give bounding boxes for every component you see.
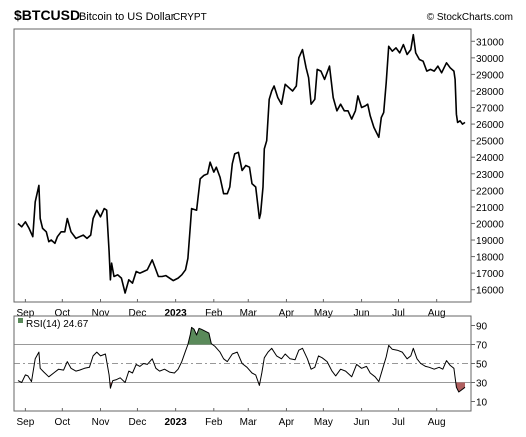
price-y-tick-label: 25000 [476, 137, 504, 148]
rsi-x-tick-label: May [314, 417, 333, 428]
price-y-tick-label: 26000 [476, 120, 504, 131]
exchange-label: CRYPT [173, 12, 207, 23]
price-y-tick-label: 31000 [476, 37, 504, 48]
rsi-series-line [17, 326, 466, 393]
price-y-tick-label: 20000 [476, 219, 504, 230]
price-x-tick-label: 2023 [164, 308, 187, 319]
price-x-tick-label: Apr [279, 308, 295, 319]
chart-header: $BTCUSD Bitcoin to US Dollar CRYPT © Sto… [14, 7, 513, 23]
rsi-x-tick-label: Dec [129, 417, 147, 428]
price-y-tick-label: 27000 [476, 104, 504, 115]
rsi-x-tick-label: Jun [353, 417, 369, 428]
rsi-overbought-fill [187, 327, 213, 345]
rsi-x-tick-label: Jul [392, 417, 405, 428]
price-x-tick-label: Jun [353, 308, 369, 319]
rsi-y-tick-label: 10 [476, 398, 488, 409]
instrument-name: Bitcoin to US Dollar [79, 11, 175, 23]
rsi-label: RSI(14) 24.67 [26, 319, 89, 330]
rsi-x-tick-label: Mar [240, 417, 258, 428]
rsi-x-tick-label: Aug [428, 417, 446, 428]
price-y-tick-label: 18000 [476, 253, 504, 264]
price-y-tick-label: 28000 [476, 87, 504, 98]
price-y-tick-label: 16000 [476, 286, 504, 297]
rsi-oversold-fill [109, 382, 466, 392]
rsi-x-tick-label: Oct [55, 417, 71, 428]
rsi-panel: 10 30 50 70 90 RSI(14) 24.67 [13, 315, 488, 412]
rsi-y-axis: 10 30 50 70 90 [471, 322, 488, 409]
price-x-tick-label: Feb [205, 308, 223, 319]
rsi-x-tick-label: Apr [279, 417, 295, 428]
price-x-tick-label: May [314, 308, 333, 319]
watermark-text: © StockCharts.com [427, 12, 513, 23]
price-panel: 16000 17000 18000 19000 20000 21000 22000 23000… [13, 28, 504, 303]
price-x-tick-label: Dec [129, 308, 147, 319]
price-y-tick-label: 21000 [476, 203, 504, 214]
price-series-line [17, 33, 466, 294]
ticker-symbol: $BTCUSD [14, 7, 80, 23]
price-y-tick-label: 29000 [476, 70, 504, 81]
price-x-tick-label: Sep [16, 308, 34, 319]
rsi-x-tick-label: Feb [205, 417, 223, 428]
rsi-x-tick-label: Nov [92, 417, 110, 428]
price-y-tick-label: 22000 [476, 186, 504, 197]
price-x-tick-label: Aug [428, 308, 446, 319]
price-x-tick-label: Nov [92, 308, 110, 319]
price-y-tick-label: 17000 [476, 269, 504, 280]
rsi-y-tick-label: 70 [476, 341, 488, 352]
rsi-y-tick-label: 90 [476, 322, 488, 333]
price-x-tick-label: Oct [55, 308, 71, 319]
rsi-y-tick-label: 30 [476, 379, 488, 390]
rsi-x-tick-label: Sep [16, 417, 34, 428]
price-y-tick-label: 24000 [476, 153, 504, 164]
rsi-x-axis: Sep Oct Nov Dec 2023 Feb Mar Apr May Jun Jul Aug [16, 408, 446, 428]
price-panel-frame [13, 28, 472, 303]
rsi-y-tick-label: 50 [476, 360, 488, 371]
price-x-tick-label: Mar [240, 308, 258, 319]
price-y-tick-label: 19000 [476, 236, 504, 247]
price-y-tick-label: 30000 [476, 54, 504, 65]
rsi-legend-swatch [18, 318, 23, 323]
price-x-tick-label: Jul [392, 308, 405, 319]
price-y-axis: 16000 17000 18000 19000 20000 21000 22000 23000… [471, 37, 504, 297]
rsi-x-tick-label: 2023 [164, 417, 187, 428]
price-y-tick-label: 23000 [476, 170, 504, 181]
price-x-axis: Sep Oct Nov Dec 2023 Feb Mar Apr May Jun Jul Aug [16, 299, 446, 319]
